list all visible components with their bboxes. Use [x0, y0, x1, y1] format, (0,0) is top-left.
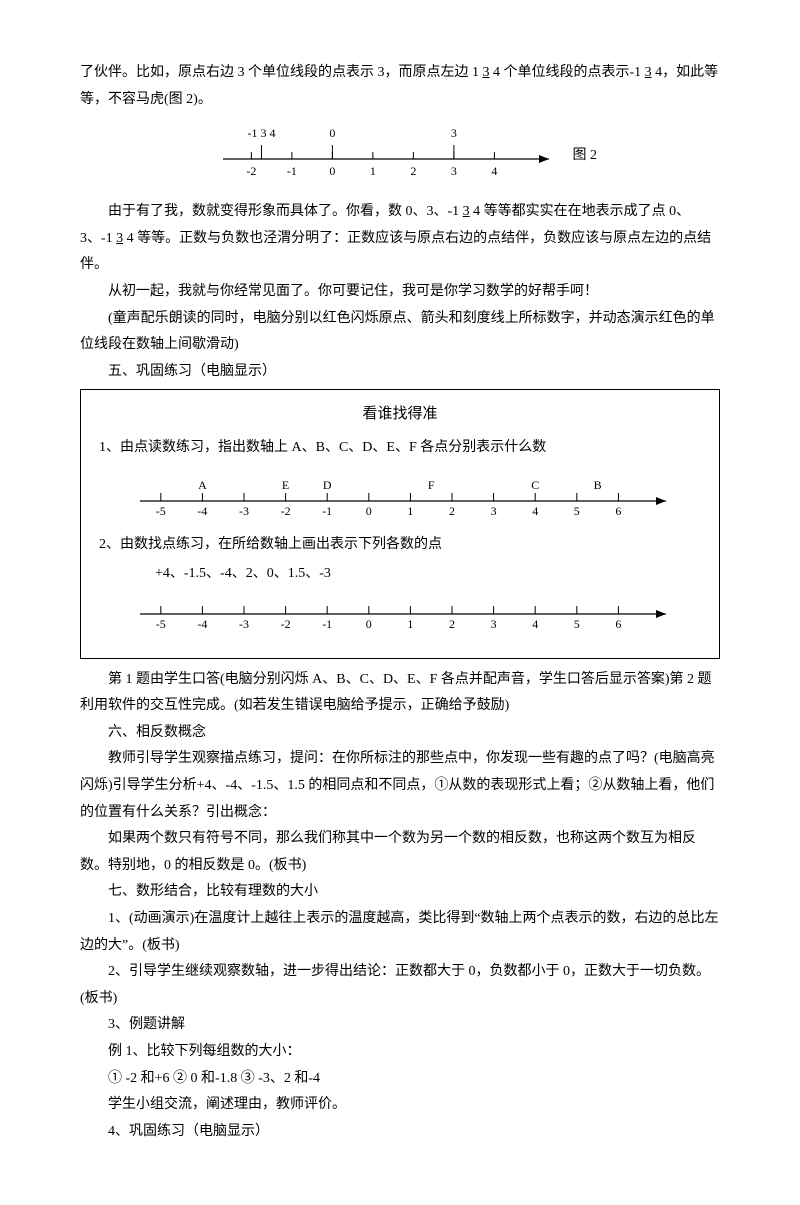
paragraph-4: (童声配乐朗读的同时，电脑分别以红色闪烁原点、箭头和刻度线上所标数字，并动态演示… [80, 306, 720, 359]
svg-text:-1: -1 [322, 617, 332, 631]
svg-text:4: 4 [532, 504, 538, 518]
svg-text:-1: -1 [322, 504, 332, 518]
svg-text:0: 0 [329, 164, 335, 178]
svg-text:4: 4 [491, 164, 497, 178]
svg-text:A: A [198, 478, 207, 492]
paragraph-13: 学生小组交流，阐述理由，教师评价。 [80, 1092, 720, 1119]
svg-text:-4: -4 [197, 504, 207, 518]
svg-text:4: 4 [532, 617, 538, 631]
svg-text:-2: -2 [281, 504, 291, 518]
svg-text:-1: -1 [287, 164, 297, 178]
svg-text:6: 6 [615, 617, 621, 631]
paragraph-12: ① -2 和+6 ② 0 和-1.8 ③ -3、2 和-4 [80, 1066, 720, 1093]
paragraph-14: 4、巩固练习（电脑显示） [80, 1119, 720, 1146]
svg-text:-1 3 4: -1 3 4 [247, 126, 275, 140]
svg-text:3: 3 [491, 504, 497, 518]
paragraph-11: 例 1、比较下列每组数的大小： [80, 1039, 720, 1066]
paragraph-1: 了伙伴。比如，原点右边 3 个单位线段的点表示 3，而原点左边 1 3 4 个单… [80, 60, 720, 113]
svg-text:F: F [428, 478, 435, 492]
svg-text:2: 2 [449, 504, 455, 518]
svg-text:-5: -5 [156, 504, 166, 518]
box-q2-nums: +4、-1.5、-4、2、0、1.5、-3 [99, 561, 701, 588]
paragraph-2: 由于有了我，数就变得形象而具体了。你看，数 0、3、-1 3 4 等等都实实在在… [80, 199, 720, 279]
svg-text:2: 2 [449, 617, 455, 631]
box-q2: 2、由数找点练习，在所给数轴上画出表示下列各数的点 [99, 532, 701, 559]
svg-text:3: 3 [451, 126, 457, 140]
paragraph-10: 3、例题讲解 [80, 1012, 720, 1039]
svg-text:1: 1 [407, 504, 413, 518]
paragraph-7: 如果两个数只有符号不同，那么我们称其中一个数为另一个数的相反数，也称这两个数互为… [80, 826, 720, 879]
svg-text:1: 1 [407, 617, 413, 631]
svg-text:-3: -3 [239, 504, 249, 518]
svg-text:-2: -2 [246, 164, 256, 178]
paragraph-6: 教师引导学生观察描点练习，提问：在你所标注的那些点中，你发现一些有趣的点了吗？(… [80, 746, 720, 826]
svg-text:D: D [323, 478, 332, 492]
figure-2: -2 -1 0 1 2 3 4 -1 3 4 0 3 图 2 [80, 121, 720, 191]
svg-text:-3: -3 [239, 617, 249, 631]
svg-text:E: E [282, 478, 289, 492]
svg-text:0: 0 [329, 126, 335, 140]
exercise-box: 看谁找得准 1、由点读数练习，指出数轴上 A、B、C、D、E、F 各点分别表示什… [80, 389, 720, 658]
box-title: 看谁找得准 [99, 400, 701, 429]
svg-text:-4: -4 [197, 617, 207, 631]
section-5-heading: 五、巩固练习（电脑显示） [80, 359, 720, 386]
svg-text:-5: -5 [156, 617, 166, 631]
svg-text:2: 2 [410, 164, 416, 178]
svg-text:0: 0 [366, 617, 372, 631]
svg-text:B: B [594, 478, 602, 492]
paragraph-5: 第 1 题由学生口答(电脑分别闪烁 A、B、C、D、E、F 各点并配声音，学生口… [80, 667, 720, 720]
svg-text:C: C [531, 478, 539, 492]
number-line-1: -5 -4 -3 -2 -1 0 1 2 3 4 5 6 A E D F C B [120, 469, 680, 524]
box-q1: 1、由点读数练习，指出数轴上 A、B、C、D、E、F 各点分别表示什么数 [99, 435, 701, 462]
figure-2-label: 图 2 [573, 143, 598, 170]
section-7-heading: 七、数形结合，比较有理数的大小 [80, 879, 720, 906]
svg-text:5: 5 [574, 617, 580, 631]
svg-text:3: 3 [451, 164, 457, 178]
svg-text:6: 6 [615, 504, 621, 518]
paragraph-8: 1、(动画演示)在温度计上越往上表示的温度越高，类比得到“数轴上两个点表示的数，… [80, 906, 720, 959]
paragraph-9: 2、引导学生继续观察数轴，进一步得出结论：正数都大于 0，负数都小于 0，正数大… [80, 959, 720, 1012]
svg-text:1: 1 [370, 164, 376, 178]
number-line-2: -5 -4 -3 -2 -1 0 1 2 3 4 5 6 [120, 596, 680, 636]
paragraph-3: 从初一起，我就与你经常见面了。你可要记住，我可是你学习数学的好帮手呵！ [80, 279, 720, 306]
svg-text:5: 5 [574, 504, 580, 518]
section-6-heading: 六、相反数概念 [80, 720, 720, 747]
svg-text:-2: -2 [281, 617, 291, 631]
svg-text:0: 0 [366, 504, 372, 518]
svg-text:3: 3 [491, 617, 497, 631]
